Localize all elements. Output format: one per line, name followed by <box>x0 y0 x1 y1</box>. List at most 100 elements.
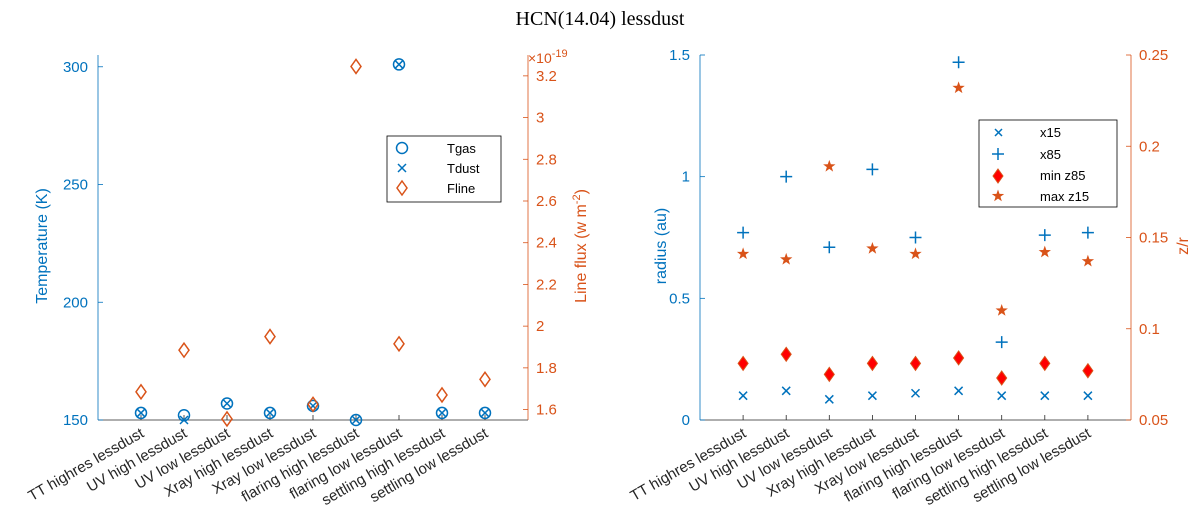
point-max-z15 <box>995 304 1008 316</box>
point-fline <box>221 410 233 428</box>
chart-title: HCN(14.04) lessdust <box>516 8 685 30</box>
right-y-tick-label: 1.8 <box>536 360 557 377</box>
point-min-z85 <box>952 350 965 366</box>
right-y-tick-label: 0.05 <box>1139 412 1168 429</box>
point-tdust <box>179 415 189 425</box>
point-tdust <box>437 408 447 418</box>
point-x85 <box>1038 229 1051 242</box>
point-max-z15 <box>952 81 965 94</box>
right-y-tick-label: 3.2 <box>536 68 557 85</box>
point-x15 <box>997 391 1007 401</box>
right-y-tick-label: 0.25 <box>1139 47 1168 64</box>
right-chart-legend: x15 x85 min z85 max z15 <box>978 119 1118 208</box>
legend-x15: x15 <box>1040 125 1061 140</box>
left-chart-exponent: ×10-19 <box>528 48 568 66</box>
legend-x15-icon <box>994 128 1003 137</box>
right-y-tick-label: 2.6 <box>536 193 557 210</box>
left-chart-y2label: Line flux (w m-2) <box>571 189 590 303</box>
left-chart-ylabel: Temperature (K) <box>34 188 51 304</box>
point-max-z15 <box>736 247 750 260</box>
legend-fline-icon <box>396 179 408 197</box>
left-y-tick-label: 1.5 <box>669 47 690 64</box>
left-y-tick-label: 250 <box>63 177 88 194</box>
point-tdust <box>394 59 404 69</box>
point-max-z15 <box>780 252 793 265</box>
point-max-z15 <box>823 159 836 172</box>
point-min-z85 <box>780 346 792 363</box>
point-tdust <box>136 408 146 418</box>
point-fline <box>135 383 147 401</box>
point-max-z15 <box>1081 254 1095 267</box>
legend-x85: x85 <box>1040 147 1061 162</box>
left-y-tick-label: 200 <box>63 294 88 311</box>
legend-tgas: Tgas <box>447 141 476 156</box>
point-fline <box>264 328 276 345</box>
point-fline <box>178 341 190 359</box>
point-tgas <box>220 397 234 410</box>
point-tgas <box>478 406 492 420</box>
point-fline <box>307 396 319 413</box>
point-x15 <box>954 386 964 396</box>
point-min-z85 <box>996 370 1008 386</box>
left-y-tick-label: 0 <box>682 412 690 429</box>
right-y-tick-label: 2 <box>536 318 544 335</box>
point-tdust <box>480 408 490 418</box>
point-tgas <box>263 406 277 420</box>
right-chart-ylabel: radius (au) <box>653 208 670 284</box>
point-x15 <box>824 394 834 404</box>
right-chart-y2label: z/r <box>1175 236 1192 254</box>
point-min-z85 <box>909 355 922 372</box>
point-x85 <box>909 231 922 244</box>
left-y-tick-label: 300 <box>63 59 88 76</box>
point-tgas <box>392 58 406 71</box>
legend-tgas-icon <box>395 141 409 155</box>
point-fline <box>350 58 362 75</box>
point-tgas <box>134 406 148 420</box>
point-min-z85 <box>866 355 879 372</box>
left-y-tick-label: 0.5 <box>669 290 690 307</box>
left-chart-legend: Tgas Tdust Fline <box>386 135 502 203</box>
point-max-z15 <box>909 247 922 260</box>
right-chart-marks <box>736 56 1095 404</box>
point-x15 <box>1083 391 1093 401</box>
point-min-z85 <box>1082 362 1094 379</box>
legend-max-z15: max z15 <box>1040 189 1089 204</box>
point-max-z15 <box>866 241 879 254</box>
right-y-tick-label: 2.8 <box>536 151 557 168</box>
right-y-tick-label: 1.6 <box>536 402 557 419</box>
legend-min-z85: min z85 <box>1040 168 1086 183</box>
right-y-tick-label: 0.15 <box>1139 230 1168 247</box>
legend-x85-icon <box>992 148 1004 160</box>
point-max-z15 <box>1038 245 1051 258</box>
point-tdust <box>351 415 361 425</box>
point-tdust <box>222 398 232 409</box>
legend-fline: Fline <box>447 181 475 196</box>
legend-tdust: Tdust <box>447 161 480 176</box>
right-y-tick-label: 2.2 <box>536 276 557 293</box>
point-x15 <box>1040 391 1050 401</box>
left-chart-marks <box>134 58 492 428</box>
point-x85 <box>995 336 1008 349</box>
right-y-tick-label: 0.1 <box>1139 321 1160 338</box>
point-min-z85 <box>823 366 835 383</box>
point-fline <box>436 386 448 404</box>
point-x15 <box>781 386 791 396</box>
point-x15 <box>910 388 921 398</box>
point-min-z85 <box>1039 355 1051 372</box>
right-y-tick-label: 2.4 <box>536 235 557 252</box>
right-y-tick-label: 3 <box>536 110 544 127</box>
point-x85 <box>780 170 793 183</box>
right-legend-box <box>978 119 1118 208</box>
point-x15 <box>738 391 748 401</box>
point-min-z85 <box>737 355 749 372</box>
point-x85 <box>866 163 879 176</box>
point-x85 <box>823 241 836 254</box>
right-y-tick-label: 0.2 <box>1139 138 1160 155</box>
point-tdust <box>265 408 275 418</box>
left-legend-box <box>386 135 502 203</box>
left-y-tick-label: 150 <box>63 412 88 429</box>
